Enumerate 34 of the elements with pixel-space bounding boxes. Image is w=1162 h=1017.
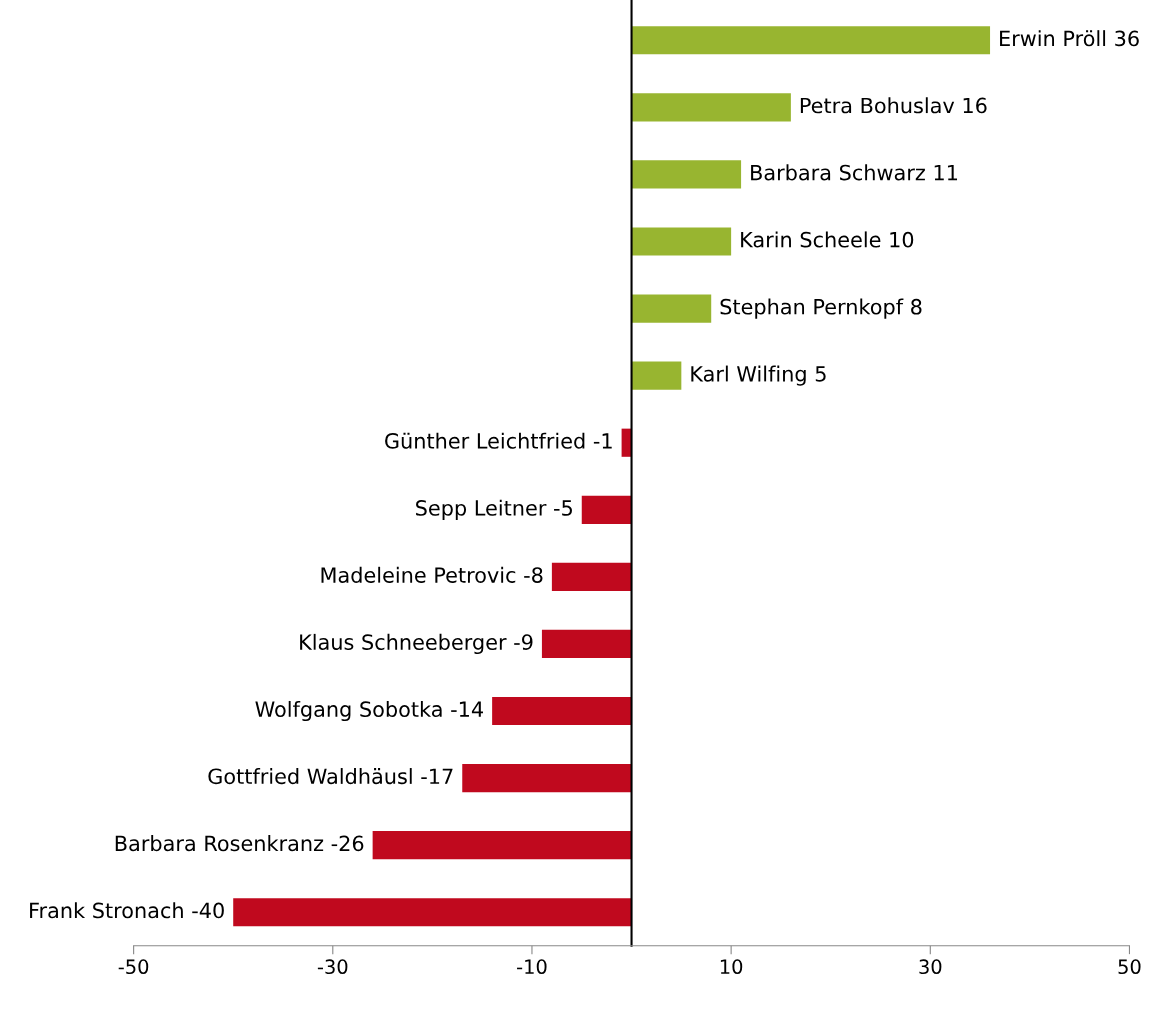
- x-tick-label: 50: [1118, 959, 1141, 975]
- data-label: Barbara Schwarz 11: [751, 164, 958, 181]
- data-label: Karl Wilfing 5: [691, 365, 826, 386]
- bar: [631, 26, 991, 55]
- x-tick-label: -30: [317, 959, 348, 975]
- bar: [631, 361, 682, 390]
- data-label: Gottfried Waldhäusl -17: [208, 768, 453, 785]
- data-label: Stephan Pernkopf 8: [720, 298, 922, 319]
- bar: [551, 562, 632, 591]
- x-tick-label: 10: [720, 959, 743, 975]
- bar: [631, 294, 712, 323]
- data-label: Barbara Rosenkranz -26: [115, 835, 364, 852]
- bar: [541, 629, 632, 659]
- bar: [233, 898, 632, 927]
- x-tick-label: -50: [118, 959, 149, 975]
- data-label: Frank Stronach -40: [30, 902, 224, 919]
- bar: [631, 160, 742, 189]
- data-label: Klaus Schneeberger -9: [300, 633, 533, 655]
- data-label: Wolfgang Sobotka -14: [255, 700, 483, 722]
- bar: [631, 93, 791, 122]
- data-label: Günther Leichtfried -1: [385, 432, 612, 449]
- data-label: Petra Bohuslav 16: [800, 97, 987, 114]
- data-label: Madeleine Petrovic -8: [321, 566, 543, 583]
- data-label: Karin Scheele 10: [741, 231, 914, 248]
- data-label: Sepp Leitner -5: [416, 499, 572, 520]
- bar: [462, 764, 632, 793]
- x-tick-label: -10: [517, 959, 547, 975]
- bar: [581, 495, 632, 524]
- data-label: Erwin Pröll 36: [1000, 30, 1139, 47]
- bar: [372, 831, 632, 860]
- bar: [631, 227, 732, 256]
- bar: [492, 696, 632, 726]
- bar: [621, 428, 632, 457]
- x-tick-label: 30: [919, 959, 942, 975]
